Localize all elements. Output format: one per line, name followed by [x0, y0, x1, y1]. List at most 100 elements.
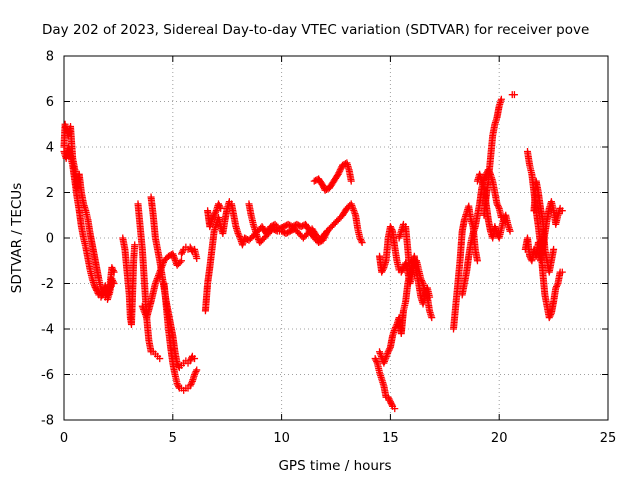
data-point-plus — [323, 229, 331, 237]
data-point-plus — [178, 248, 186, 256]
data-point-plus — [378, 268, 386, 276]
data-point-plus — [254, 234, 262, 242]
y-tick-label: 4 — [46, 141, 54, 156]
data-point-plus — [356, 234, 364, 242]
data-point-plus — [336, 167, 344, 175]
data-point-plus — [335, 169, 343, 177]
data-point-plus — [385, 346, 393, 354]
x-tick-label: 0 — [60, 431, 68, 446]
data-point-plus — [391, 325, 399, 333]
data-point-plus — [234, 229, 242, 237]
data-point-plus — [209, 213, 217, 221]
x-tick-label: 20 — [491, 431, 508, 446]
data-point-plus — [192, 367, 200, 375]
data-point-plus — [94, 289, 102, 297]
data-point-plus — [179, 247, 187, 255]
data-point-plus — [186, 243, 194, 251]
data-point-plus — [357, 237, 365, 245]
data-point-plus — [378, 267, 386, 275]
data-point-plus — [215, 201, 223, 209]
data-point-plus — [208, 216, 216, 224]
data-point-plus — [156, 355, 164, 363]
data-point-plus — [387, 224, 395, 232]
data-point-plus — [209, 214, 217, 222]
data-point-plus — [188, 379, 196, 387]
data-point-plus — [406, 268, 414, 276]
x-tick-label: 25 — [600, 431, 617, 446]
data-point-plus — [558, 268, 566, 276]
data-point-plus — [191, 371, 199, 378]
data-point-plus — [187, 245, 195, 253]
y-tick-label: -2 — [41, 277, 54, 292]
data-point-plus — [187, 380, 195, 388]
grid-lines — [64, 56, 608, 420]
data-point-plus — [388, 226, 396, 234]
data-point-plus — [373, 358, 381, 366]
axis-ticks: 0 5 10 15 20 25 -8 -6 -4 -2 0 2 4 6 8 — [41, 50, 616, 447]
data-point-plus — [93, 286, 101, 294]
y-tick-label: 0 — [46, 232, 54, 247]
chart-title: Day 202 of 2023, Sidereal Day-to-day VTE… — [42, 22, 589, 38]
y-tick-label: -4 — [41, 323, 54, 338]
data-point-plus — [372, 356, 380, 364]
y-axis-label: SDTVAR / TECUs — [9, 183, 25, 293]
data-point-plus — [323, 227, 331, 235]
data-point-plus — [321, 232, 329, 240]
y-tick-label: -6 — [41, 368, 54, 383]
y-tick-label: 6 — [46, 95, 54, 110]
data-point-plus — [98, 290, 106, 298]
data-point-plus — [97, 293, 105, 301]
data-point-plus — [379, 265, 387, 273]
data-point-plus — [320, 235, 328, 243]
data-point-plus — [384, 393, 392, 401]
data-point-plus — [211, 210, 219, 218]
data-point-plus — [493, 200, 501, 208]
data-point-plus — [235, 231, 243, 239]
data-point-plus — [90, 282, 98, 290]
data-point-plus — [334, 170, 342, 178]
data-point-plus — [109, 267, 117, 275]
data-point-plus — [216, 203, 224, 211]
data-point-plus — [131, 241, 139, 249]
data-point-plus — [93, 288, 101, 296]
x-tick-label: 15 — [382, 431, 399, 446]
data-point-plus — [109, 265, 117, 273]
data-point-plus — [510, 91, 518, 99]
data-point-plus — [98, 292, 106, 300]
data-point-plus — [178, 257, 186, 265]
data-point-plus — [385, 395, 393, 403]
data-point-plus — [337, 164, 345, 172]
x-tick-label: 10 — [273, 431, 290, 446]
data-point-plus — [91, 283, 99, 291]
x-tick-label: 5 — [169, 431, 177, 446]
data-point-plus — [178, 250, 186, 258]
data-point-plus — [388, 401, 396, 409]
data-point-plus — [553, 283, 561, 291]
data-point-plus — [191, 369, 199, 377]
data-point-plus — [387, 399, 395, 407]
data-point-plus — [545, 314, 553, 322]
data-point-plus — [336, 166, 344, 174]
data-point-plus — [92, 285, 100, 293]
data-point-plus — [386, 398, 394, 406]
data-point-plus — [173, 380, 181, 388]
data-point-plus — [210, 211, 218, 219]
data-point-plus — [550, 245, 558, 253]
data-point-plus — [193, 366, 201, 374]
data-point-plus — [110, 268, 118, 276]
data-point-plus — [186, 357, 194, 365]
data-point-plus — [186, 382, 194, 390]
data-point-plus — [214, 200, 222, 208]
data-point-plus — [386, 223, 394, 231]
data-point-plus — [358, 239, 366, 247]
y-tick-label: 8 — [46, 50, 54, 65]
data-point-plus — [384, 348, 392, 356]
x-axis-label: GPS time / hours — [278, 458, 391, 474]
data-point-plus — [547, 311, 555, 319]
data-point-plus — [553, 281, 561, 289]
data-point-plus — [506, 227, 514, 235]
data-point-plus — [426, 293, 434, 301]
data-point-plus — [212, 208, 220, 216]
data-point-plus — [193, 254, 201, 262]
